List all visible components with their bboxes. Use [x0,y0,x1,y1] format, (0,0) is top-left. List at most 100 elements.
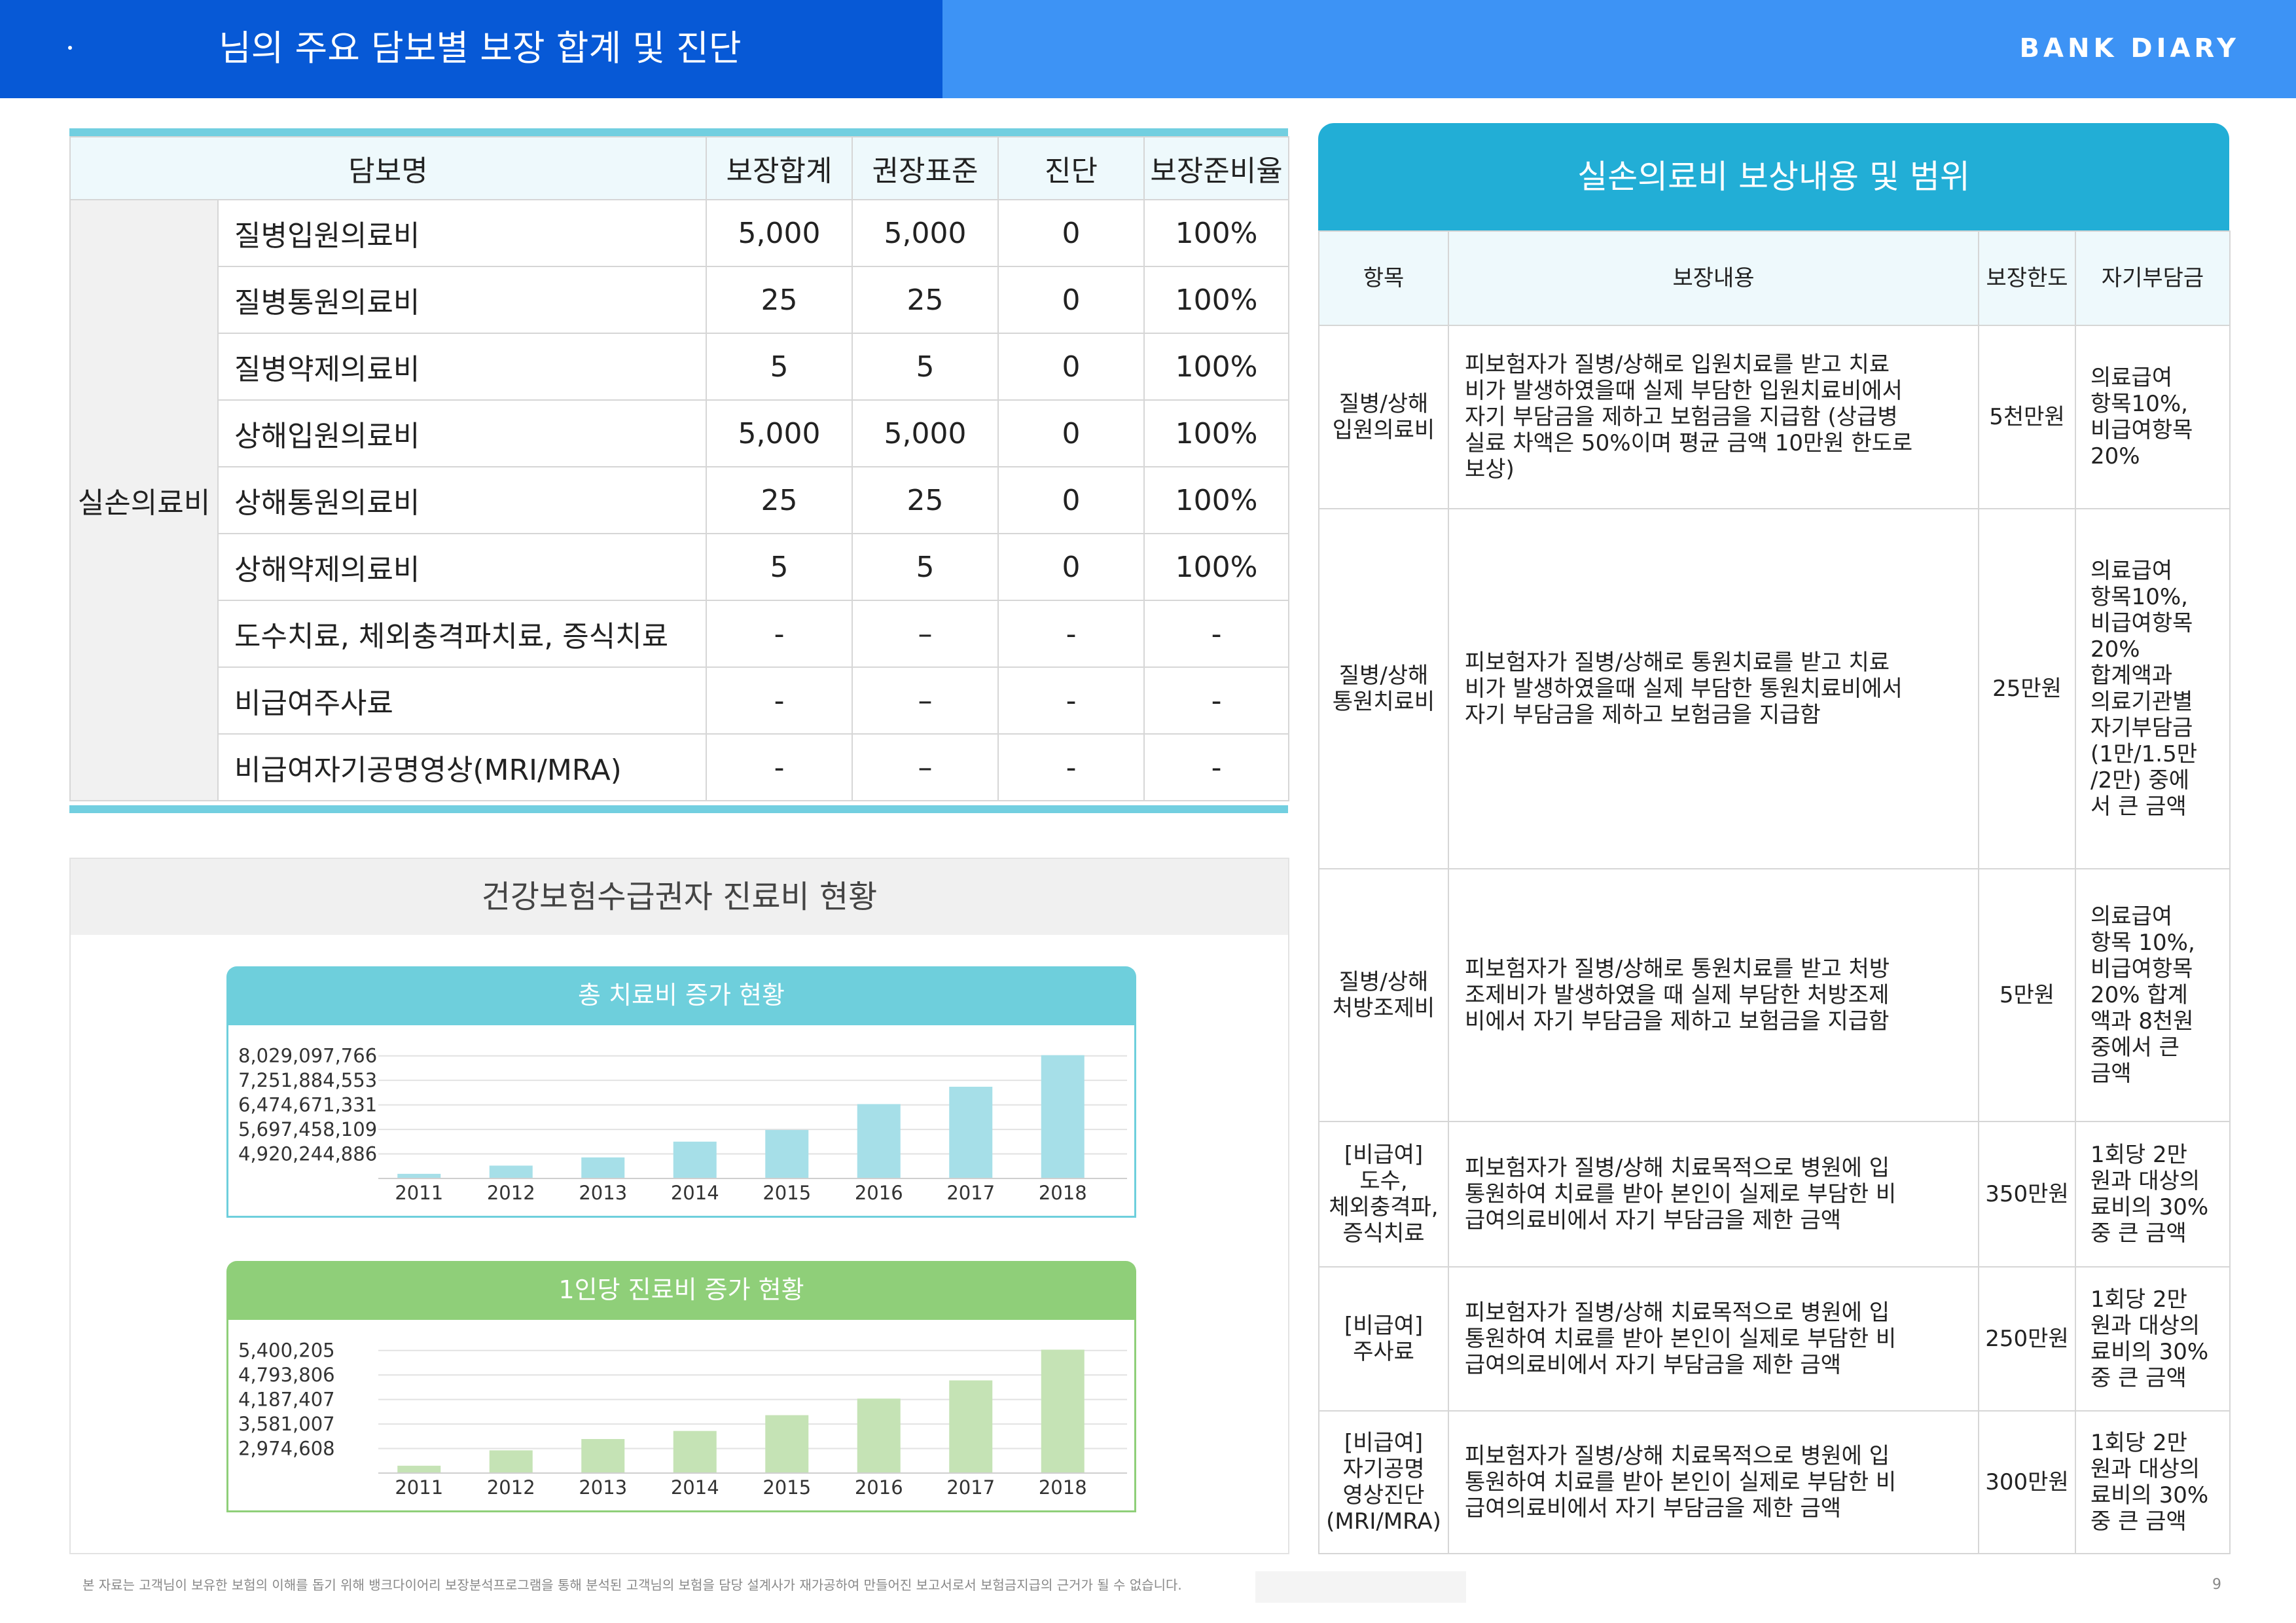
table-row: 실손의료비 질병입원의료비 5,000 5,000 0 100% [69,199,1290,801]
x-tick-label: 2013 [579,1476,627,1499]
y-tick-label: 2,974,608 [238,1438,335,1460]
desc-line: 급여의료비에서 자기 부담금을 제한 금액 [1465,1207,1841,1233]
coverage-diagnosis: - [997,666,1145,735]
desc-line: 피보험자가 질병/상해 치료목적으로 병원에 입 [1465,1300,1890,1326]
coverage-standard: 25 [852,266,999,334]
coverage-ratio: 100% [1143,399,1290,467]
desc-line: 자기 부담금을 제하고 보험금을 지급함 (상급병 [1465,404,1898,430]
x-tick-label: 2012 [487,1182,535,1204]
header-left-band [0,0,942,98]
coverage-total: 25 [706,266,853,334]
desc-line: 조제비가 발생하였을 때 실제 부담한 처방조제 [1465,982,1890,1008]
table-row: 도수치료, 체외충격파치료, 증식치료 - – - - [70,600,1290,668]
coverage-standard: – [852,600,999,668]
reimbursement-row: 질병/상해 입원의료비 피보험자가 질병/상해로 입원치료를 받고 치료 비가 발생하… [1318,325,2231,509]
y-tick-label: 4,793,806 [238,1364,335,1386]
coverage-name: 비급여주사료 [217,666,708,735]
self-pay-line: 중 큰 금액 [2090,1508,2187,1535]
total-cost-chart-title: 총 치료비 증가 현황 [226,966,1136,1024]
coverage-ratio: 100% [1143,266,1290,334]
coverage-standard: – [852,666,999,735]
x-tick-label: 2015 [762,1476,811,1499]
coverage-table: 담보명 보장합계 권장표준 진단 보장준비율 실손의료비 질병입원의료비 5,000… [69,136,1290,801]
reimbursement-item: 질병/상해 처방조제비 [1318,868,1449,1122]
x-tick-label: 2014 [671,1182,719,1204]
self-pay-line: 의료급여 [2090,558,2173,584]
reimbursement-item: [비급여] 주사료 [1318,1266,1449,1412]
coverage-name: 상해통원의료비 [217,466,708,534]
bar-2011 [397,1465,441,1473]
coverage-standard: 25 [852,466,999,534]
reimbursement-row: 질병/상해 통원치료비 피보험자가 질병/상해로 통원치료를 받고 치료 비가 발생하… [1318,508,2231,869]
item-line: [비급여] [1344,1313,1424,1339]
x-tick-label: 2018 [1039,1476,1087,1499]
reimbursement-limit: 5천만원 [1978,325,2076,509]
desc-line: 자기 부담금을 제하고 보험금을 지급함 [1465,702,1821,728]
coverage-total: - [706,666,853,735]
chart-frame [226,1024,1136,1218]
reimbursement-title: 실손의료비 보상내용 및 범위 [1318,123,2229,230]
coverage-total: 5,000 [706,399,853,467]
item-line: 체외충격파, [1329,1194,1439,1220]
chart-frame [226,1319,1136,1512]
x-tick-label: 2013 [579,1182,627,1204]
reimbursement-desc: 피보험자가 질병/상해 치료목적으로 병원에 입 통원하여 치료를 받아 본인이 … [1448,1121,1979,1267]
desc-line: 실료 차액은 50%이며 평균 금액 10만원 한도로 [1465,430,1913,456]
self-pay-line: 중 큰 금액 [2090,1220,2187,1247]
self-pay-line: 비급여항목 [2090,610,2193,636]
self-pay-line: 중 큰 금액 [2090,1365,2187,1391]
col-header-ratio: 보장준비율 [1143,136,1290,200]
reimbursement-self-pay: 의료급여 항목 10%, 비급여항목 20% 합계 액과 8천원 중에서 큰 금액 [2075,868,2231,1122]
reimbursement-limit: 300만원 [1978,1410,2076,1554]
x-tick-label: 2015 [762,1182,811,1204]
footer-box [1255,1571,1466,1603]
self-pay-line: 의료급여 [2090,365,2173,391]
col-header-self-pay: 자기부담금 [2075,230,2231,326]
col-header-total: 보장합계 [706,136,853,200]
bar-2016 [857,1104,901,1178]
bar-2015 [765,1415,809,1473]
y-tick-label: 5,697,458,109 [238,1118,377,1140]
self-pay-line: 1회당 2만 [2090,1286,2187,1313]
coverage-ratio: - [1143,733,1290,801]
self-pay-line: 항목10%, [2090,391,2188,417]
table-row: 질병약제의료비 5 5 0 100% [70,333,1290,401]
header-dot [68,46,72,50]
coverage-standard: 5 [852,333,999,401]
desc-line: 비에서 자기 부담금을 제하고 보험금을 지급함 [1465,1008,1890,1034]
self-pay-line: 항목 10%, [2090,930,2195,956]
x-tick-label: 2017 [946,1182,995,1204]
desc-line: 비가 발생하였을때 실제 부담한 입원치료비에서 [1465,378,1903,404]
self-pay-line: 의료급여 [2090,903,2173,930]
coverage-ratio: - [1143,600,1290,668]
coverage-ratio: 100% [1143,533,1290,601]
x-tick-label: 2016 [855,1476,903,1499]
coverage-standard: 5,000 [852,199,999,267]
bar-2012 [489,1165,533,1178]
coverage-diagnosis: 0 [997,199,1145,267]
page-header: 님의 주요 담보별 보장 합계 및 진단 BANK DIARY [0,0,2296,98]
item-line: 주사료 [1353,1339,1414,1365]
coverage-name: 상해약제의료비 [217,533,708,601]
col-header-name: 담보명 [69,136,708,200]
reimbursement-row: [비급여] 도수, 체외충격파, 증식치료 피보험자가 질병/상해 치료목적으로 병원에… [1318,1121,2231,1267]
bar-2016 [857,1398,901,1473]
self-pay-line: 원과 대상의 [2090,1456,2200,1482]
page-number: 9 [2212,1577,2221,1593]
self-pay-line: 의료기관별 [2090,689,2193,715]
reimbursement-limit: 250만원 [1978,1266,2076,1412]
item-line: 증식치료 [1342,1220,1425,1247]
x-tick-label: 2011 [395,1182,443,1204]
coverage-diagnosis: - [997,733,1145,801]
desc-line: 급여의료비에서 자기 부담금을 제한 금액 [1465,1352,1841,1378]
desc-line: 통원하여 치료를 받아 본인이 실제로 부담한 비 [1465,1326,1897,1352]
table-bottom-bar [69,805,1288,813]
item-line: 자기공명 [1342,1456,1425,1482]
reimbursement-table-body: 질병/상해 입원의료비 피보험자가 질병/상해로 입원치료를 받고 치료 비가 발생하… [1318,325,2231,1554]
reimbursement-row: [비급여] 자기공명 영상진단 (MRI/MRA) 피보험자가 질병/상해 치료목적으로… [1318,1410,2231,1554]
coverage-name: 도수치료, 체외충격파치료, 증식치료 [217,600,708,668]
desc-line: 피보험자가 질병/상해 치료목적으로 병원에 입 [1465,1155,1890,1181]
item-line: 질병/상해 [1338,969,1429,995]
